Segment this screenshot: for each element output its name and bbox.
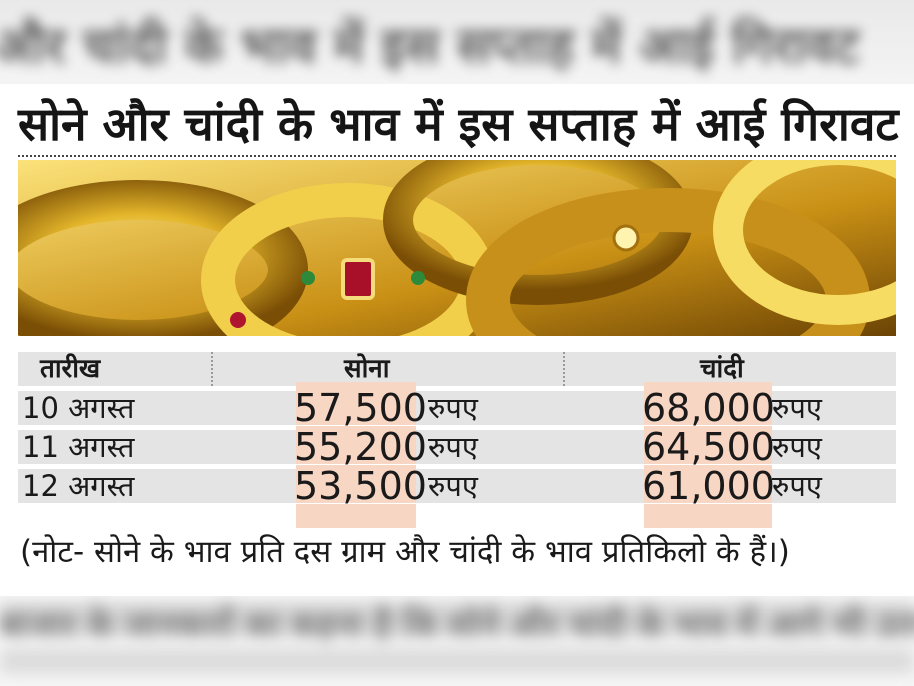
column-divider	[563, 352, 565, 386]
header-silver: चांदी	[700, 354, 744, 384]
blurred-header-text: और चांदी के भाव में इस सप्ताह में आई गिर…	[0, 17, 860, 75]
page-title: सोने और चांदी के भाव में इस सप्ताह में आ…	[18, 97, 899, 151]
table-row: 10 अगस्त 57,500 रुपए 68,000 रुपए	[18, 386, 896, 430]
column-divider	[211, 352, 213, 386]
title-divider	[18, 155, 896, 157]
silver-unit: रुपए	[772, 391, 822, 425]
silver-unit: रुपए	[772, 430, 822, 464]
table-row: 12 अगस्त 53,500 रुपए 61,000 रुपए	[18, 464, 896, 508]
silver-price: 68,000	[642, 386, 775, 430]
row-date: 10 अगस्त	[22, 391, 135, 425]
blurred-header-strip: और चांदी के भाव में इस सप्ताह में आई गिर…	[0, 0, 914, 84]
gold-jewelry-illustration	[18, 160, 896, 336]
blurred-footer-strip: बाजार के जानकारों का कहना है कि सोने और …	[0, 596, 914, 686]
header-date: तारीख	[40, 354, 101, 384]
header-gold: सोना	[344, 354, 390, 384]
gold-price: 55,200	[294, 425, 427, 469]
price-table: तारीख सोना चांदी 10 अगस्त 57,500 रुपए 68…	[18, 352, 896, 528]
gold-unit: रुपए	[428, 430, 478, 464]
row-date: 11 अगस्त	[22, 430, 135, 464]
table-row: 11 अगस्त 55,200 रुपए 64,500 रुपए	[18, 425, 896, 469]
blurred-footer-text: बाजार के जानकारों का कहना है कि सोने और …	[0, 605, 914, 645]
gold-price: 53,500	[294, 464, 427, 508]
footnote: (नोट- सोने के भाव प्रति दस ग्राम और चांद…	[20, 534, 790, 570]
gold-unit: रुपए	[428, 469, 478, 503]
silver-price: 61,000	[642, 464, 775, 508]
silver-price: 64,500	[642, 425, 775, 469]
gold-price: 57,500	[294, 386, 427, 430]
table-header-row: तारीख सोना चांदी	[18, 352, 896, 387]
gold-unit: रुपए	[428, 391, 478, 425]
gold-jewelry-photo	[18, 160, 896, 336]
silver-unit: रुपए	[772, 469, 822, 503]
row-date: 12 अगस्त	[22, 469, 135, 503]
